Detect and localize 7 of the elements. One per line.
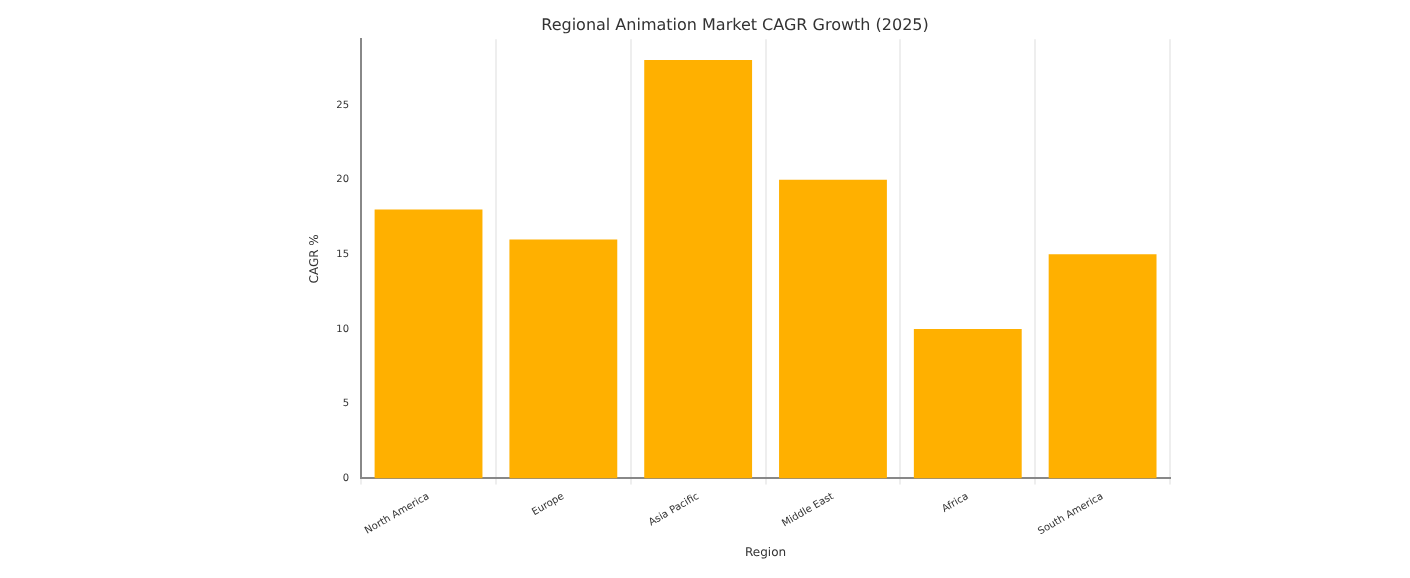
bar [374, 209, 483, 479]
bar [509, 239, 618, 479]
bar [779, 179, 887, 479]
bar [913, 329, 1022, 479]
chart-title: Regional Animation Market CAGR Growth (2025) [541, 15, 929, 34]
bar [1048, 254, 1157, 479]
bar [644, 60, 753, 479]
